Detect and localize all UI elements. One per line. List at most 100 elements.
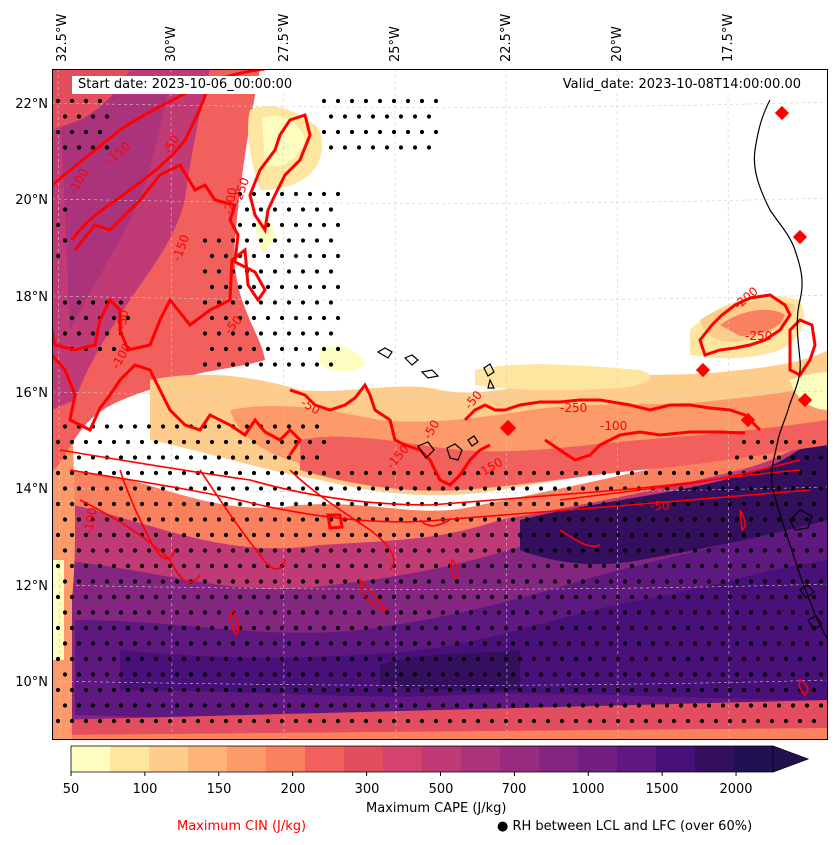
rh-dot	[209, 315, 215, 321]
rh-dot	[244, 703, 250, 708]
rh-dot	[517, 625, 523, 631]
rh-dot	[489, 532, 495, 538]
rh-dot	[363, 532, 369, 538]
rh-dot	[62, 300, 68, 305]
rh-dot	[657, 625, 663, 631]
rh-dot	[230, 703, 236, 708]
rh-dot	[195, 439, 201, 445]
rh-dot	[258, 517, 264, 522]
rh-dot	[335, 718, 341, 724]
rh-dot	[97, 129, 103, 135]
rh-dot	[181, 656, 187, 662]
rh-dot	[321, 563, 327, 569]
rh-dot	[734, 672, 740, 677]
rh-dot	[664, 517, 670, 522]
rh-dot	[419, 129, 425, 135]
rh-dot	[818, 641, 824, 646]
rh-dot	[335, 656, 341, 662]
rh-dot	[573, 656, 579, 662]
valid-date-label: Valid_date: 2023-10-08T14:00:00.00	[556, 76, 807, 94]
rh-dot	[818, 517, 824, 522]
rh-dot	[391, 594, 397, 600]
rh-dot	[223, 718, 229, 724]
rh-dot	[510, 517, 516, 522]
rh-dot	[734, 610, 740, 615]
rh-dot	[265, 253, 271, 259]
rh-dot	[104, 548, 110, 553]
rh-dot	[244, 207, 250, 212]
rh-dot	[517, 718, 523, 724]
rh-dot	[335, 253, 341, 259]
rh-dot	[447, 625, 453, 631]
rh-dot	[447, 594, 453, 600]
rh-dot	[594, 703, 600, 708]
rh-dot	[307, 625, 313, 631]
rh-dot	[314, 238, 320, 243]
rh-dot	[391, 625, 397, 631]
rh-dot	[265, 284, 271, 290]
rh-dot	[286, 548, 292, 553]
rh-dot	[139, 718, 145, 724]
rh-dot	[62, 517, 68, 522]
rh-dot	[286, 269, 292, 274]
rh-dot	[328, 238, 334, 243]
rh-dot	[615, 470, 621, 476]
rh-dot	[496, 517, 502, 522]
rh-dot	[251, 594, 257, 600]
rh-dot	[279, 687, 285, 693]
rh-dot	[216, 455, 222, 460]
rh-dot	[55, 253, 61, 259]
rh-dot	[615, 687, 621, 693]
rh-dot	[384, 517, 390, 522]
rh-dot	[153, 501, 159, 507]
rh-dot	[62, 703, 68, 708]
rh-dot	[272, 238, 278, 243]
rh-dot	[370, 486, 376, 491]
rh-dot	[531, 656, 537, 662]
rh-dot	[55, 439, 61, 445]
rh-dot	[300, 517, 306, 522]
rh-dot	[818, 455, 824, 460]
rh-dot	[594, 486, 600, 491]
rh-dot	[482, 579, 488, 584]
rh-dot	[356, 145, 362, 150]
rh-dot	[321, 346, 327, 352]
rh-dot	[650, 641, 656, 646]
rh-dot	[615, 718, 621, 724]
rh-dot	[174, 579, 180, 584]
colorbar-swatch	[461, 746, 501, 772]
rh-dot	[692, 486, 698, 491]
rh-dot	[153, 718, 159, 724]
rh-dot	[279, 594, 285, 600]
rh-dot	[76, 331, 82, 336]
cape-field	[52, 69, 828, 740]
rh-dot	[545, 532, 551, 538]
rh-dot	[517, 532, 523, 538]
rh-dot	[370, 579, 376, 584]
rh-dot	[622, 579, 628, 584]
rh-dot	[251, 718, 257, 724]
rh-dot	[132, 424, 138, 429]
rh-dot	[111, 563, 117, 569]
rh-dot	[181, 439, 187, 445]
rh-dot	[321, 625, 327, 631]
rh-dot	[321, 532, 327, 538]
rh-dot	[209, 563, 215, 569]
rh-dot	[657, 656, 663, 662]
rh-dot	[321, 253, 327, 259]
rh-dot	[195, 501, 201, 507]
rh-dot	[244, 486, 250, 491]
rh-dot	[699, 501, 705, 507]
rh-dot	[748, 641, 754, 646]
rh-dot	[622, 548, 628, 553]
rh-dot	[734, 455, 740, 460]
rh-dot	[601, 470, 607, 476]
rh-dot	[181, 718, 187, 724]
rh-dot	[818, 548, 824, 553]
rh-dot	[790, 641, 796, 646]
rh-dot	[370, 114, 376, 119]
rh-dot	[391, 718, 397, 724]
rh-dot	[531, 501, 537, 507]
rh-dot	[97, 532, 103, 538]
rh-dot	[69, 501, 75, 507]
